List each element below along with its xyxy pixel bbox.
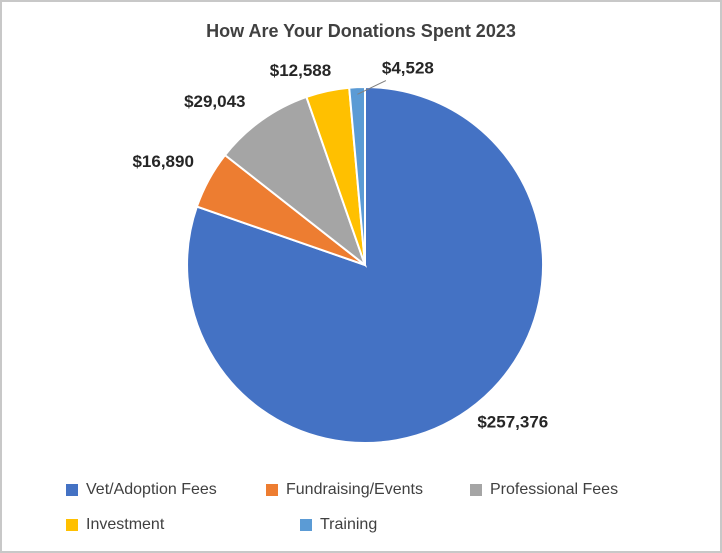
legend-label: Vet/Adoption Fees xyxy=(86,481,217,498)
legend-swatch-icon xyxy=(266,484,278,496)
legend-swatch-icon xyxy=(300,519,312,531)
legend-label: Professional Fees xyxy=(490,481,619,498)
legend-row: Vet/Adoption Fees Fundraising/Events Profe… xyxy=(66,479,618,501)
legend-item-professional-fees: Professional Fees xyxy=(470,479,618,501)
legend-swatch-icon xyxy=(66,484,78,496)
chart-legend: Vet/Adoption Fees Fundraising/Events Profe… xyxy=(66,479,618,549)
data-label-training: $4,528 xyxy=(382,59,434,78)
data-label-professional-fees: $29,043 xyxy=(184,92,245,111)
legend-label: Fundraising/Events xyxy=(286,481,423,498)
legend-item-vet-adoption-fees: Vet/Adoption Fees xyxy=(66,479,266,501)
leader-line-training xyxy=(357,80,387,95)
legend-item-training: Training xyxy=(300,514,377,536)
legend-swatch-icon xyxy=(66,519,78,531)
legend-item-fundraising-events: Fundraising/Events xyxy=(266,479,470,501)
pie-slice-training xyxy=(348,85,366,266)
legend-label: Investment xyxy=(86,516,165,533)
legend-swatch-icon xyxy=(470,484,482,496)
data-label-fundraising-events: $16,890 xyxy=(132,152,193,171)
legend-item-investment: Investment xyxy=(66,514,300,536)
legend-row: Investment Training xyxy=(66,514,618,536)
data-label-vet-adoption-fees: $257,376 xyxy=(477,413,548,432)
pie-slice-professional-fees xyxy=(223,95,368,268)
legend-label: Training xyxy=(320,516,378,533)
pie-chart: $257,376 $16,890 $29,043 $12,588 $4,528 xyxy=(132,59,548,444)
chart-title: How Are Your Donations Spent 2023 xyxy=(206,21,516,41)
data-label-investment: $12,588 xyxy=(270,61,331,80)
